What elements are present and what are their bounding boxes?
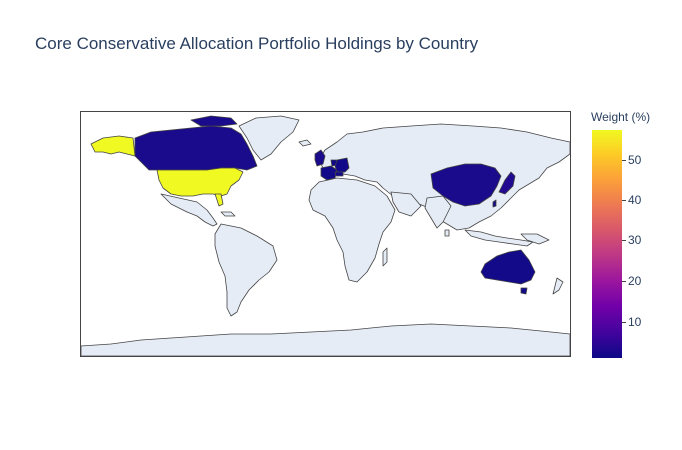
land-mexico-central-america [160, 193, 218, 227]
land-iceland [298, 139, 312, 147]
region-japan[interactable] [498, 171, 516, 195]
colorbar-tick-mark [622, 240, 626, 241]
land-greenland [238, 115, 300, 161]
region-germany[interactable] [334, 157, 350, 173]
colorbar-tick-label: 30 [628, 233, 642, 247]
region-united-kingdom[interactable] [314, 149, 326, 167]
colorbar-title: Weight (%) [591, 110, 651, 124]
region-canada[interactable] [134, 125, 258, 171]
world-map[interactable] [80, 111, 571, 357]
land-new-guinea [520, 233, 550, 245]
region-united-states-florida[interactable] [214, 193, 224, 207]
colorbar-tick-mark [622, 160, 626, 161]
land-indonesia [464, 229, 534, 247]
colorbar-tick-label: 50 [628, 153, 642, 167]
region-canada-arctic[interactable] [190, 115, 238, 127]
colorbar-tick-label: 40 [628, 193, 642, 207]
land-sri-lanka [444, 229, 450, 237]
land-arabia [390, 191, 422, 217]
land-caribbean [220, 211, 236, 217]
land-madagascar [382, 247, 388, 267]
region-france[interactable] [320, 165, 338, 181]
colorbar-tick-label: 10 [628, 315, 642, 329]
region-switzerland[interactable] [334, 171, 344, 177]
region-china[interactable] [430, 163, 502, 207]
colorbar-tick-mark [622, 322, 626, 323]
chart-title: Core Conservative Allocation Portfolio H… [35, 34, 479, 53]
map-canvas[interactable] [81, 112, 570, 356]
region-taiwan[interactable] [492, 199, 497, 208]
region-united-states[interactable] [156, 167, 244, 197]
colorbar-tick-mark [622, 200, 626, 201]
colorbar-tick-label: 20 [628, 274, 642, 288]
land-africa [308, 177, 396, 283]
land-south-america [214, 223, 278, 317]
land-antarctica [81, 323, 570, 356]
land-new-zealand [552, 277, 564, 295]
region-united-states-alaska[interactable] [90, 135, 136, 157]
land-india [424, 195, 452, 229]
region-australia-tasmania[interactable] [520, 287, 528, 295]
region-australia[interactable] [480, 249, 536, 285]
colorbar [592, 130, 622, 358]
colorbar-tick-mark [622, 281, 626, 282]
